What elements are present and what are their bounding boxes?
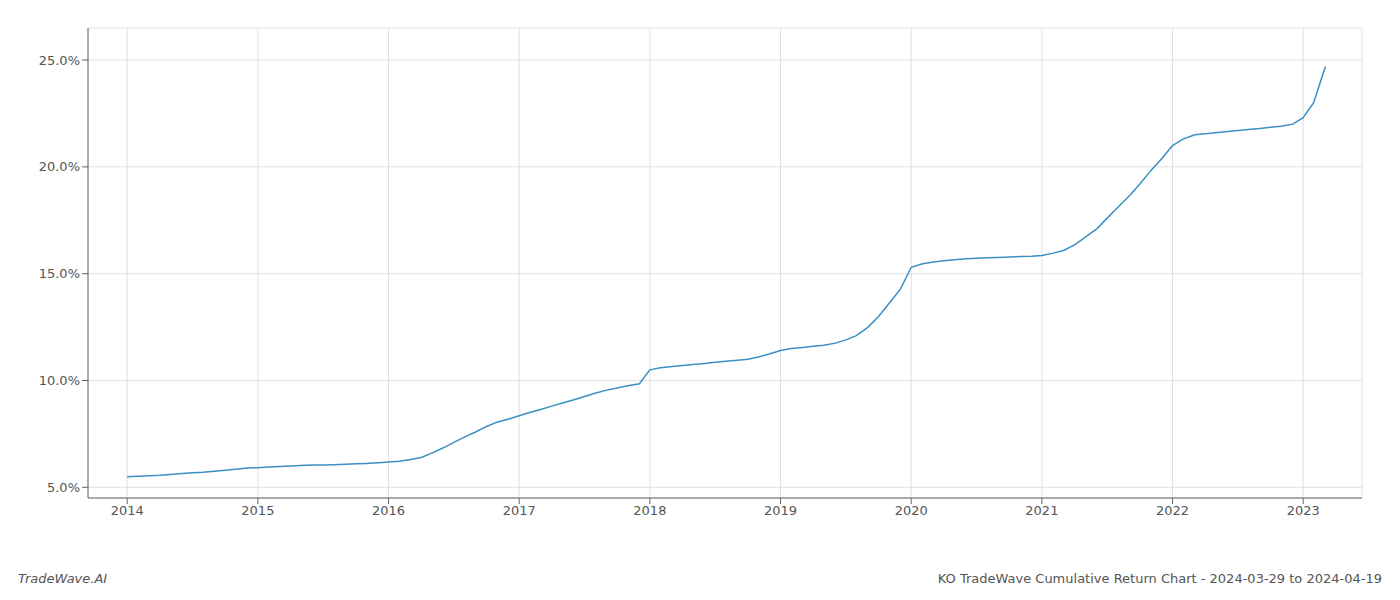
svg-text:2017: 2017: [503, 503, 536, 518]
svg-text:5.0%: 5.0%: [47, 480, 80, 495]
svg-text:20.0%: 20.0%: [39, 159, 80, 174]
svg-text:2023: 2023: [1287, 503, 1320, 518]
svg-text:2019: 2019: [764, 503, 797, 518]
svg-text:2020: 2020: [895, 503, 928, 518]
html-text:TradeWave.AI: TradeWave.AI: [18, 571, 108, 586]
svg-text:2016: 2016: [372, 503, 405, 518]
svg-text:2021: 2021: [1025, 503, 1058, 518]
svg-text:25.0%: 25.0%: [39, 53, 80, 68]
svg-text:10.0%: 10.0%: [39, 373, 80, 388]
svg-text:2015: 2015: [241, 503, 274, 518]
html-text:KO TradeWave Cumulative Return: KO TradeWave Cumulative Return Chart - 2…: [937, 571, 1382, 586]
svg-text:2022: 2022: [1156, 503, 1189, 518]
svg-text:15.0%: 15.0%: [39, 266, 80, 281]
svg-text:2018: 2018: [633, 503, 666, 518]
svg-text:2014: 2014: [111, 503, 144, 518]
